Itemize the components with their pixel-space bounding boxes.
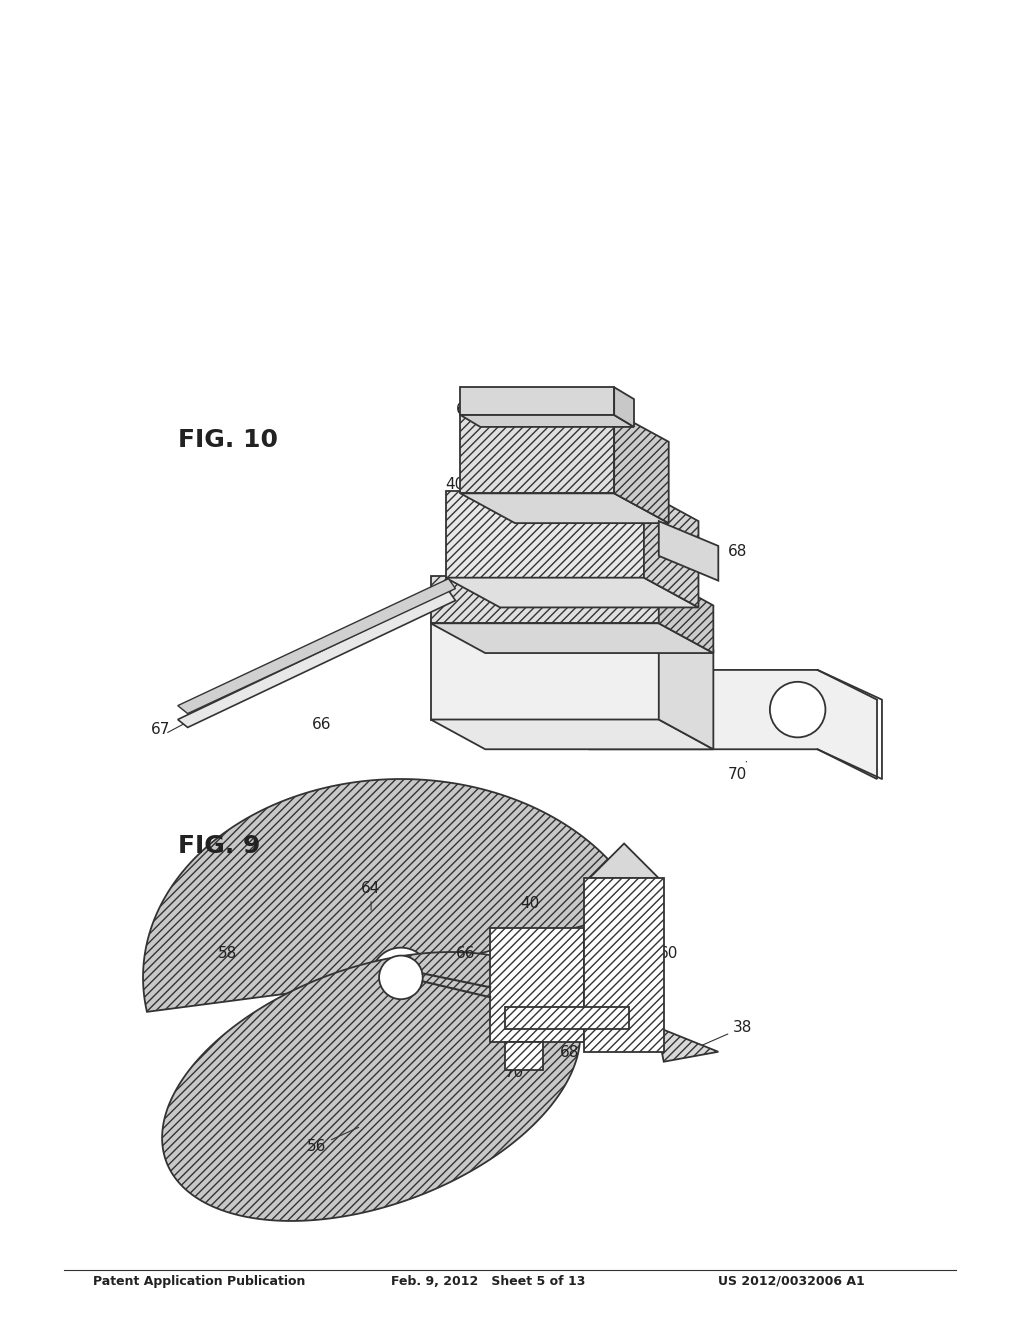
Text: 64: 64 [361,880,381,911]
Polygon shape [590,671,877,779]
Text: 40: 40 [445,478,478,510]
Text: 68: 68 [559,1044,579,1060]
Polygon shape [162,952,581,1221]
Text: 60: 60 [658,945,678,961]
Text: 40: 40 [520,896,540,911]
Text: 58: 58 [217,945,237,961]
Polygon shape [658,576,714,653]
Text: 38: 38 [701,1020,753,1045]
Polygon shape [461,414,634,426]
Polygon shape [461,412,614,494]
Polygon shape [143,779,643,1012]
Text: 70: 70 [505,1065,524,1080]
Text: 66: 66 [456,945,475,961]
Polygon shape [656,1027,718,1061]
Polygon shape [614,412,669,523]
Polygon shape [590,843,658,878]
Polygon shape [658,521,718,581]
Text: 67: 67 [151,722,170,738]
Polygon shape [658,620,714,750]
Circle shape [379,956,423,999]
Bar [585,878,664,1052]
Text: 68: 68 [728,544,748,558]
Polygon shape [431,620,658,719]
Polygon shape [614,387,634,426]
Polygon shape [178,590,456,727]
Text: 66: 66 [311,718,331,733]
Polygon shape [445,491,644,578]
Polygon shape [445,578,698,607]
Polygon shape [431,576,658,623]
Polygon shape [178,578,456,714]
Text: 70: 70 [728,762,748,781]
Text: 56: 56 [306,1127,358,1154]
Text: FIG. 10: FIG. 10 [178,428,278,451]
Text: FIG. 9: FIG. 9 [178,834,260,858]
Polygon shape [461,387,614,414]
Bar [505,1007,629,1030]
Polygon shape [644,491,698,607]
Polygon shape [431,623,714,653]
Polygon shape [431,719,714,750]
Bar [490,928,585,1041]
Text: Feb. 9, 2012   Sheet 5 of 13: Feb. 9, 2012 Sheet 5 of 13 [391,1275,586,1288]
Circle shape [770,682,825,738]
Bar [505,1041,543,1069]
Polygon shape [461,494,669,523]
Text: US 2012/0032006 A1: US 2012/0032006 A1 [718,1275,865,1288]
Text: Patent Application Publication: Patent Application Publication [93,1275,306,1288]
Text: 60: 60 [456,403,488,430]
